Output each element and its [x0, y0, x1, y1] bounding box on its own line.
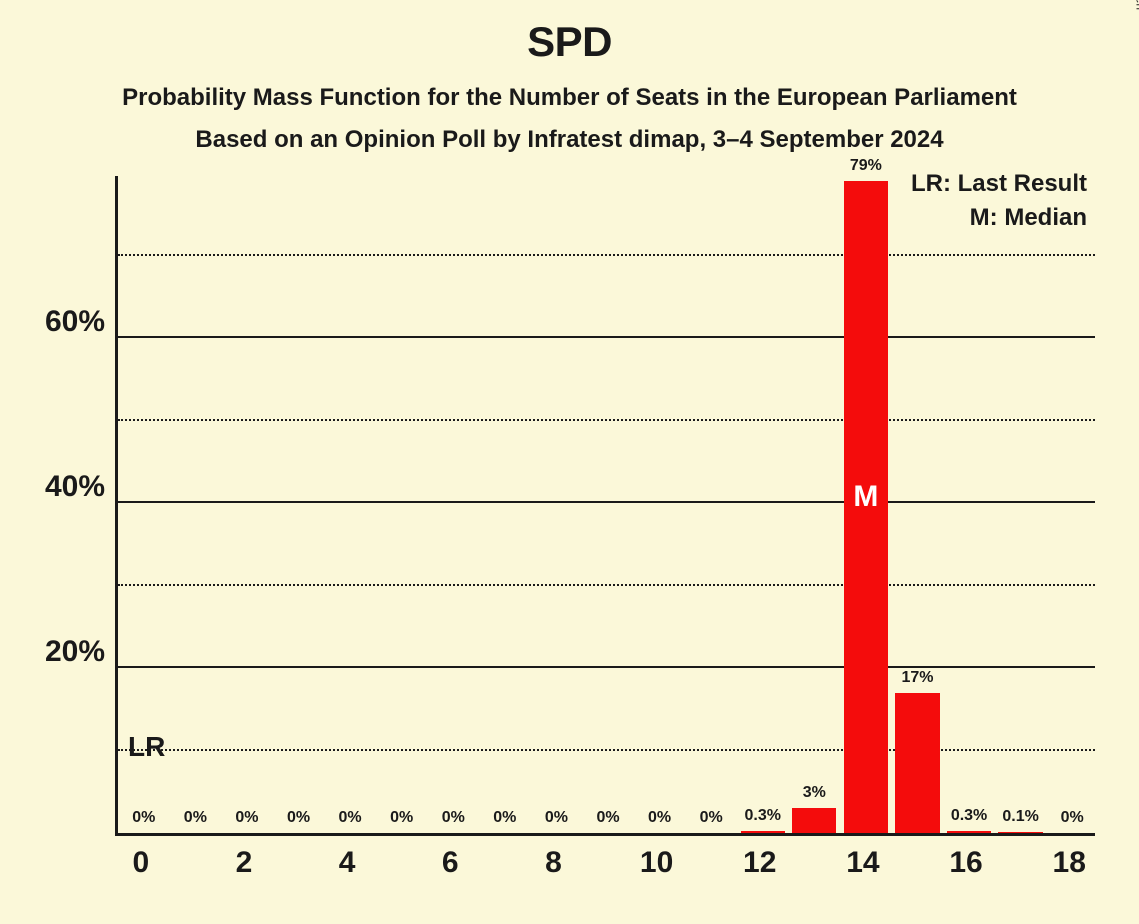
x-axis-label: 0: [132, 846, 149, 880]
bar-value-label: 0%: [390, 809, 413, 827]
bar-value-label: 0%: [442, 809, 465, 827]
grid-minor: [118, 584, 1095, 586]
x-axis-label: 10: [640, 846, 673, 880]
plot-area: 0%0%0%0%0%0%0%0%0%0%0%0%0.3%3%79%17%0.3%…: [115, 176, 1095, 836]
grid-major: [118, 336, 1095, 338]
bar: [741, 831, 785, 833]
bar-value-label: 17%: [901, 669, 933, 687]
x-axis-label: 14: [846, 846, 879, 880]
bar-value-label: 0%: [596, 809, 619, 827]
grid-major: [118, 501, 1095, 503]
bar-value-label: 0%: [339, 809, 362, 827]
bar-value-label: 0.3%: [745, 807, 781, 825]
x-axis-label: 16: [949, 846, 982, 880]
chart-area: 0%0%0%0%0%0%0%0%0%0%0%0%0.3%3%79%17%0.3%…: [115, 176, 1095, 836]
median-marker: M: [853, 480, 878, 514]
bar: [895, 693, 939, 833]
bar-value-label: 0%: [184, 809, 207, 827]
bar-value-label: 0.3%: [951, 807, 987, 825]
grid-major: [118, 666, 1095, 668]
bar-value-label: 0%: [132, 809, 155, 827]
y-axis-label: 40%: [45, 470, 105, 504]
bar: [792, 808, 836, 833]
x-axis-label: 6: [442, 846, 459, 880]
y-axis-label: 20%: [45, 635, 105, 669]
chart-subtitle-1: Probability Mass Function for the Number…: [0, 84, 1139, 112]
bar-value-label: 0%: [700, 809, 723, 827]
bar-value-label: 0%: [493, 809, 516, 827]
x-axis-label: 2: [236, 846, 253, 880]
lr-marker: LR: [128, 731, 165, 763]
bar-value-label: 0%: [648, 809, 671, 827]
chart-page: © 2024 Filip van Laenen SPD Probability …: [0, 0, 1139, 924]
bar-value-label: 79%: [850, 157, 882, 175]
bar-value-label: 0%: [235, 809, 258, 827]
legend: LR: Last Result M: Median: [911, 170, 1087, 238]
chart-title: SPD: [0, 0, 1139, 66]
bar: [947, 831, 991, 833]
x-axis-label: 12: [743, 846, 776, 880]
x-axis-label: 8: [545, 846, 562, 880]
legend-median: M: Median: [911, 204, 1087, 232]
x-axis-label: 4: [339, 846, 356, 880]
legend-lr: LR: Last Result: [911, 170, 1087, 198]
bar-value-label: 3%: [803, 784, 826, 802]
x-axis-label: 18: [1053, 846, 1086, 880]
bar-value-label: 0%: [545, 809, 568, 827]
grid-minor: [118, 254, 1095, 256]
bar-value-label: 0.1%: [1002, 808, 1038, 826]
chart-subtitle-2: Based on an Opinion Poll by Infratest di…: [0, 126, 1139, 154]
grid-minor: [118, 749, 1095, 751]
bar: [998, 832, 1042, 833]
bar-value-label: 0%: [287, 809, 310, 827]
grid-minor: [118, 419, 1095, 421]
y-axis-label: 60%: [45, 305, 105, 339]
copyright-text: © 2024 Filip van Laenen: [1133, 0, 1139, 10]
bar-value-label: 0%: [1061, 809, 1084, 827]
